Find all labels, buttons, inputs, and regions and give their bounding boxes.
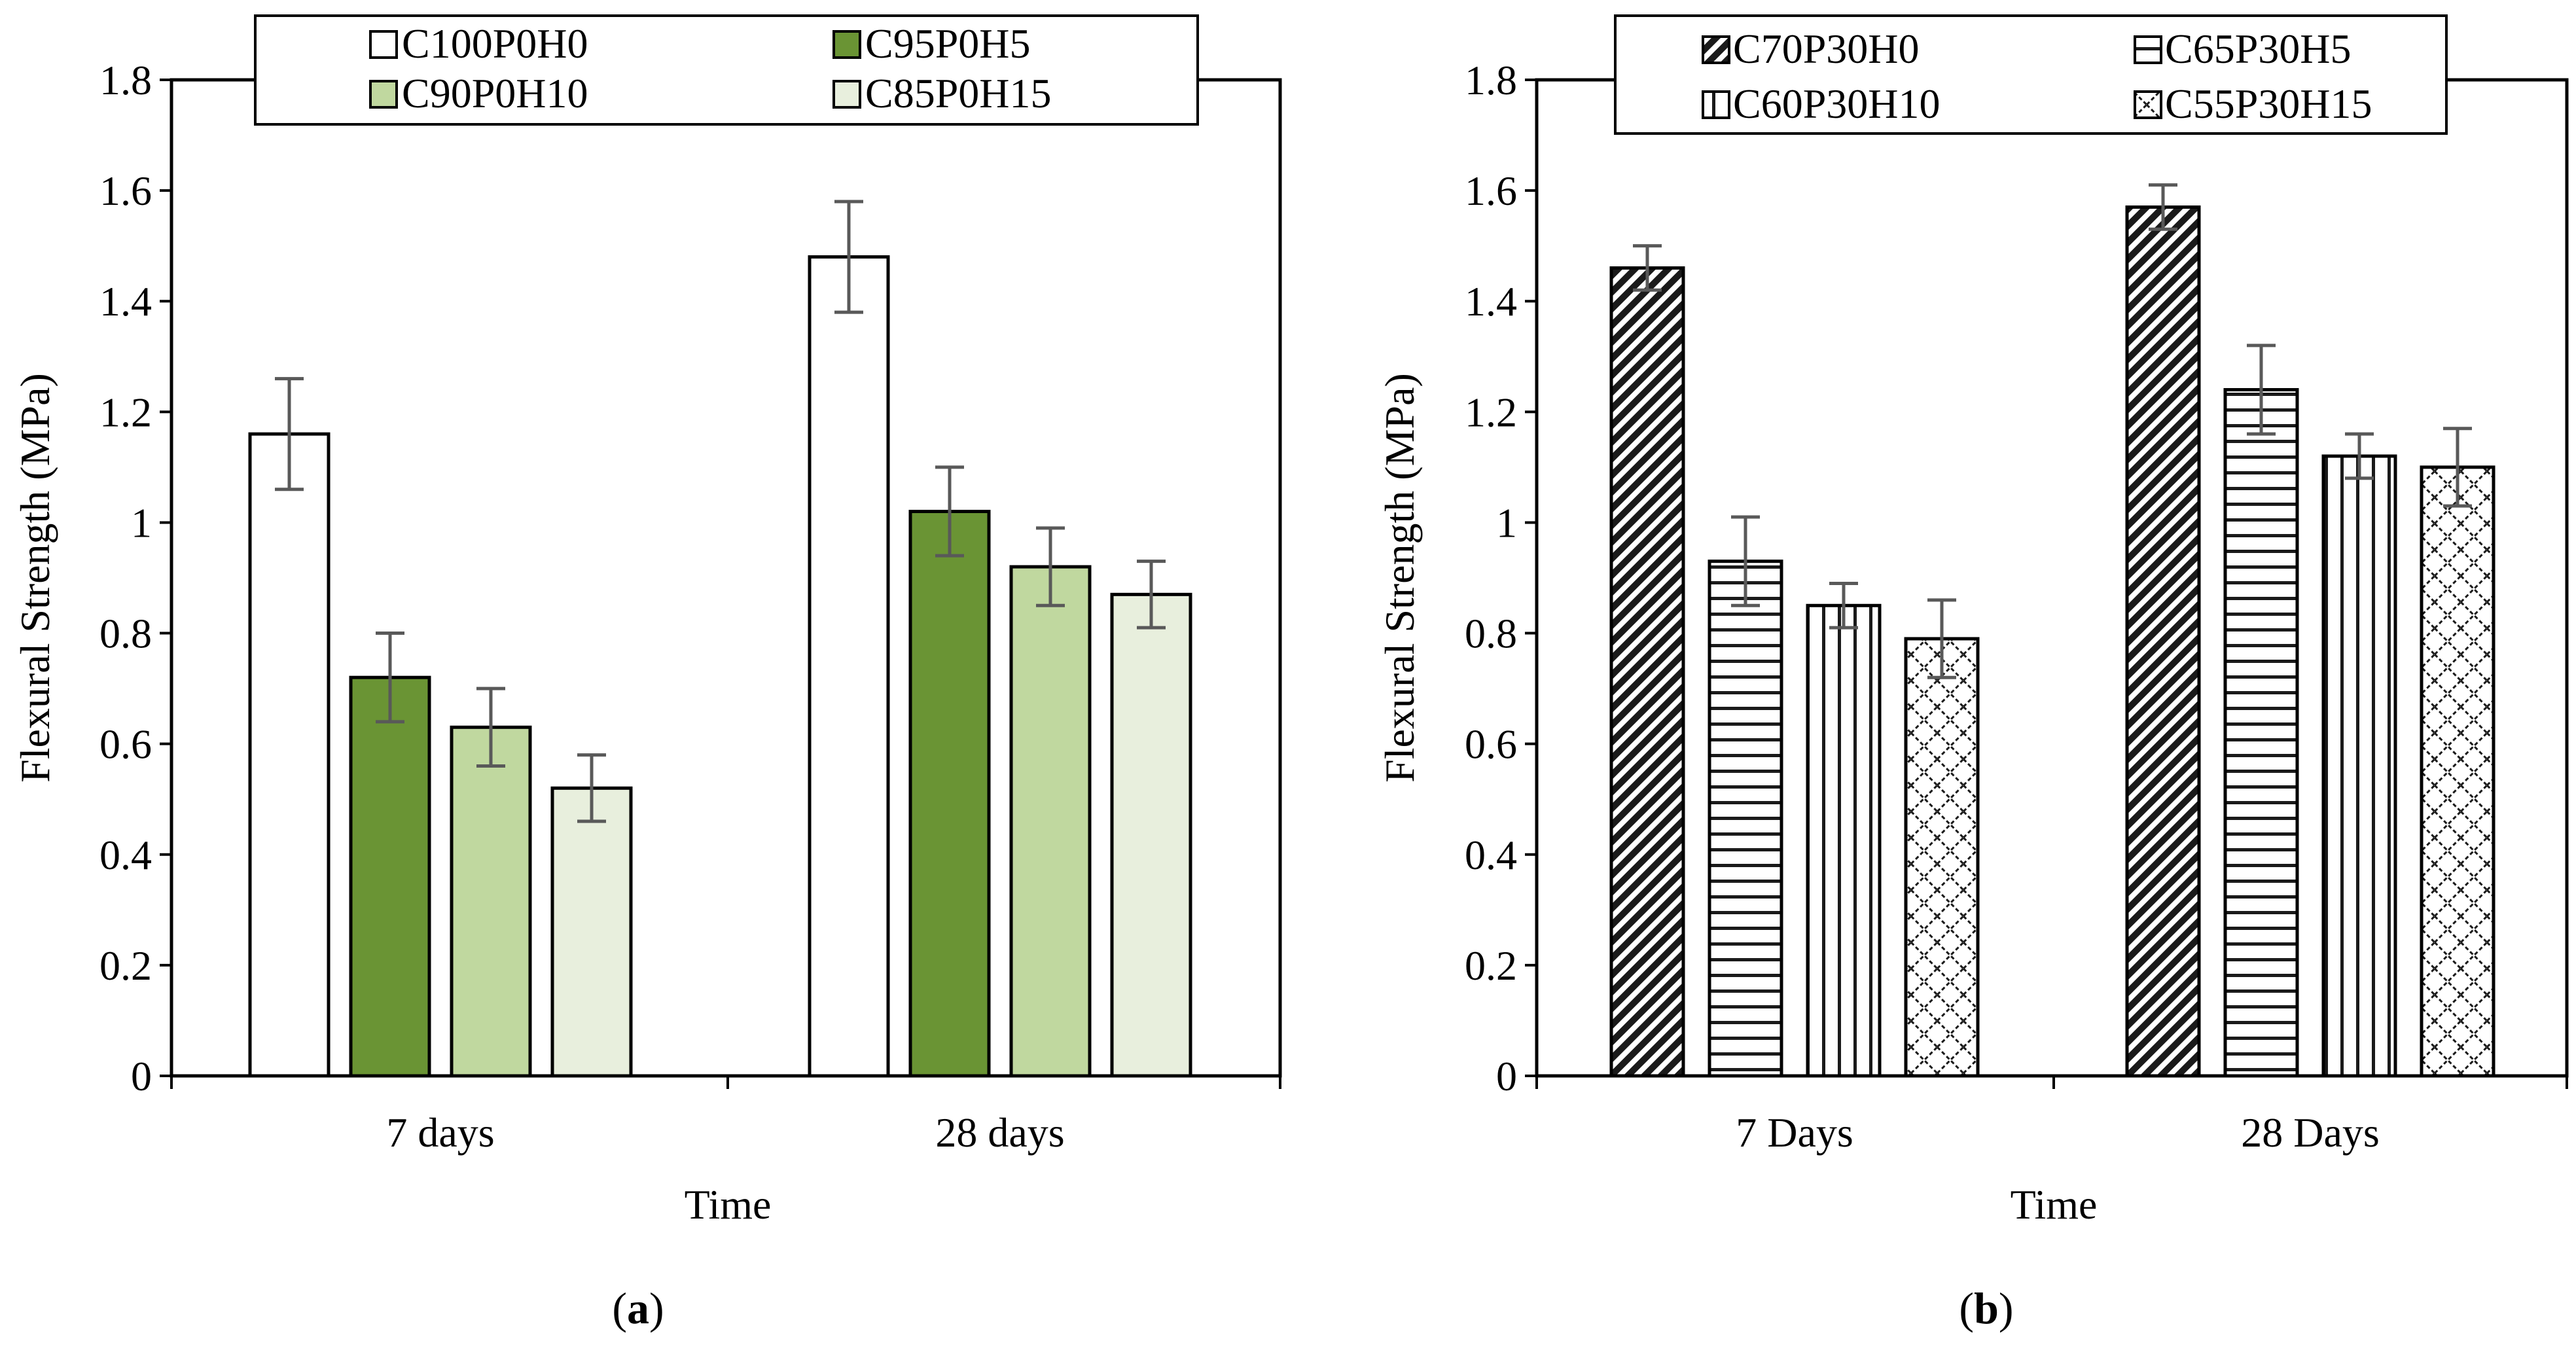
bars [1609, 205, 2496, 1078]
legend-swatch [1702, 35, 1730, 64]
x-tick-label: 28 days [935, 1109, 1064, 1156]
y-axis-title: Flexural Strength (MPa) [12, 373, 58, 783]
bar [1806, 603, 1882, 1078]
legend-swatch [369, 80, 398, 109]
y-tick-label: 0.2 [99, 942, 152, 989]
y-tick-label: 0.6 [99, 721, 152, 768]
y-axis: 0 0.2 0.4 0.6 0.8 1 1.2 1.4 1.6 1.8 [1465, 57, 1537, 1099]
y-tick-label: 1 [1496, 499, 1517, 546]
legend-entry: C95P0H5 [832, 20, 1031, 67]
bar [908, 510, 991, 1078]
bar [1904, 637, 1980, 1078]
legend-box [254, 14, 1199, 126]
legend-label: C70P30H0 [1733, 26, 1920, 72]
x-axis-title: Time [2011, 1181, 2098, 1228]
bar [2321, 454, 2397, 1078]
y-tick-label: 0 [1496, 1053, 1517, 1099]
y-tick-label: 0.4 [1465, 832, 1517, 878]
legend-swatch [1702, 90, 1730, 119]
legend-entry: C90P0H10 [369, 70, 588, 116]
legend-swatch [832, 80, 861, 109]
legend-swatch [2134, 35, 2162, 64]
legend: C100P0H0 C95P0H5 C90P0H10 C85P0H15 [254, 14, 1199, 126]
y-tick-label: 1.2 [99, 389, 152, 435]
legend-label: C90P0H10 [402, 70, 588, 116]
y-tick-label: 1.4 [1465, 278, 1517, 325]
bar [2420, 465, 2496, 1078]
bar [2223, 388, 2299, 1078]
y-tick-label: 0.2 [1465, 942, 1517, 989]
bar [450, 725, 532, 1078]
legend-label: C100P0H0 [402, 20, 588, 67]
chart-panel-b: 0 0.2 0.4 0.6 0.8 1 1.2 1.4 1.6 1.8 7 Days 28 Day… [1376, 14, 2569, 1333]
legend-entry: C85P0H15 [832, 70, 1052, 116]
bar [248, 432, 331, 1078]
bar [1609, 266, 1685, 1078]
y-tick-label: 1.4 [99, 278, 152, 325]
legend-label: C65P30H5 [2165, 26, 2352, 72]
y-tick-label: 0 [131, 1053, 152, 1099]
legend-label: C85P0H15 [865, 70, 1052, 116]
y-tick-label: 0.6 [1465, 721, 1517, 768]
bar [1708, 560, 1783, 1078]
panel-label: (b) [1959, 1283, 2013, 1333]
y-tick-label: 0.4 [99, 832, 152, 878]
x-axis-title: Time [685, 1181, 772, 1228]
y-tick-label: 1.2 [1465, 389, 1517, 435]
bar [349, 675, 431, 1078]
bar [1110, 592, 1192, 1078]
panel-label: (a) [612, 1283, 664, 1333]
x-tick-label: 7 Days [1736, 1109, 1853, 1156]
legend-swatch [369, 30, 398, 59]
y-tick-label: 1.8 [1465, 57, 1517, 103]
legend-label: C60P30H10 [1733, 80, 1941, 127]
y-tick-label: 0.8 [99, 611, 152, 657]
legend-entry: C70P30H0 [1702, 26, 1920, 72]
y-axis-title: Flexural Strength (MPa) [1376, 373, 1423, 783]
x-axis [170, 1074, 1281, 1089]
legend-label: C55P30H15 [2165, 80, 2372, 127]
y-tick-label: 1.6 [99, 168, 152, 214]
legend-swatch [2134, 90, 2162, 119]
bar [808, 255, 890, 1078]
legend-entry: C100P0H0 [369, 20, 588, 67]
legend-entry: C55P30H15 [2134, 80, 2372, 127]
legend-box [1614, 14, 2448, 135]
y-tick-label: 1.6 [1465, 168, 1517, 214]
error-bars [1633, 183, 2472, 679]
bar [550, 786, 633, 1078]
y-tick-label: 1 [131, 499, 152, 546]
chart-panel-a: 0 0.2 0.4 0.6 0.8 1 1.2 1.4 1.6 1.8 7 days 28 day… [12, 14, 1282, 1333]
legend-swatch [832, 30, 861, 59]
legend-entry: C65P30H5 [2134, 26, 2352, 72]
legend: C70P30H0 C65P30H5 C60P30H10 C55P30H15 [1614, 14, 2448, 135]
bar [1009, 565, 1092, 1078]
legend-entry: C60P30H10 [1702, 80, 1941, 127]
error-bars [275, 200, 1166, 823]
y-tick-label: 1.8 [99, 57, 152, 103]
x-tick-label: 7 days [386, 1109, 494, 1156]
y-axis: 0 0.2 0.4 0.6 0.8 1 1.2 1.4 1.6 1.8 [99, 57, 171, 1099]
x-tick-label: 28 Days [2241, 1109, 2380, 1156]
y-tick-label: 0.8 [1465, 611, 1517, 657]
legend-label: C95P0H5 [865, 20, 1031, 67]
plot-frame [1535, 78, 2569, 1078]
bar [2125, 205, 2201, 1078]
x-axis [1535, 1074, 2568, 1089]
